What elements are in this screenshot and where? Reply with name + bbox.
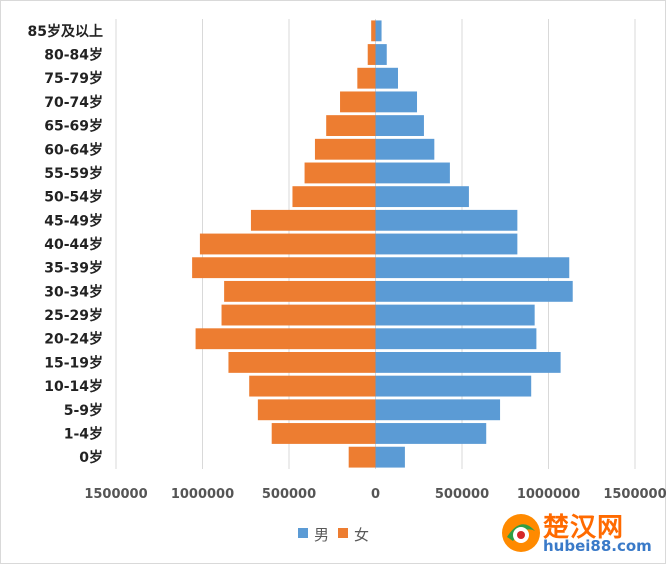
category-label: 0岁 (79, 449, 103, 466)
bar-female (371, 20, 376, 42)
legend-label-female: 女 (354, 526, 369, 544)
bar-female (348, 446, 376, 468)
bar-female (195, 328, 376, 350)
bar-male (375, 162, 450, 184)
bar-female (228, 352, 376, 373)
category-label: 15-19岁 (44, 354, 103, 371)
bar-female (326, 115, 376, 136)
x-tick-label: 0 (371, 487, 380, 502)
category-label: 5-9岁 (64, 402, 103, 419)
bar-female (249, 375, 376, 397)
bar-female (224, 280, 376, 302)
bar-male (375, 257, 570, 279)
logo-mark-icon (502, 514, 540, 552)
bar-male (375, 20, 382, 42)
x-tick-label: 1500000 (84, 487, 147, 502)
category-label: 55-59岁 (44, 165, 103, 182)
bar-female (357, 67, 376, 89)
bar-female (250, 209, 376, 231)
watermark-url: hubei88.com (543, 537, 652, 555)
bar-female (340, 91, 376, 113)
bar-female (271, 423, 376, 444)
bar-female (367, 44, 376, 65)
watermark-logo: 楚汉网 hubei88.com (499, 509, 659, 557)
bar-female (292, 186, 376, 208)
bar-male (375, 446, 405, 468)
bar-male (375, 352, 561, 373)
category-label: 85岁及以上 (28, 23, 103, 40)
category-label: 75-79岁 (44, 70, 103, 87)
category-labels: 0岁 1-4岁 5-9岁 10-14岁 15-19岁 20-24岁 25-29岁 30-34岁… (28, 23, 103, 466)
category-label: 20-24岁 (44, 331, 103, 348)
category-label: 40-44岁 (44, 236, 103, 253)
bar-male (375, 44, 387, 65)
bar-male (375, 115, 424, 136)
legend-swatch-female (338, 528, 348, 538)
bar-male (375, 280, 573, 302)
x-tick-label: 500000 (435, 487, 489, 502)
x-tick-label: 500000 (262, 487, 316, 502)
category-label: 25-29岁 (44, 307, 103, 324)
category-label: 30-34岁 (44, 283, 103, 300)
legend-label-male: 男 (314, 526, 329, 544)
bar-male (375, 67, 398, 89)
bar-female (192, 257, 376, 279)
category-label: 60-64岁 (44, 141, 103, 158)
bar-male (375, 328, 537, 350)
bar-female (314, 138, 376, 160)
x-tick-label: 1000000 (171, 487, 234, 502)
bar-male (375, 91, 418, 113)
legend-swatch-male (298, 528, 308, 538)
bar-female (221, 304, 376, 326)
category-label: 65-69岁 (44, 118, 103, 135)
bar-male (375, 233, 518, 255)
category-label: 50-54岁 (44, 189, 103, 206)
bar-female (199, 233, 376, 255)
bar-male (375, 375, 532, 397)
bar-male (375, 399, 501, 421)
category-label: 45-49岁 (44, 212, 103, 229)
category-label: 80-84岁 (44, 47, 103, 64)
bar-male (375, 423, 487, 444)
bars (192, 20, 573, 468)
category-label: 70-74岁 (44, 94, 103, 111)
bar-male (375, 209, 518, 231)
category-label: 1-4岁 (64, 425, 103, 442)
bar-female (304, 162, 376, 184)
watermark-name: 楚汉网 (543, 513, 625, 543)
bar-male (375, 186, 469, 208)
x-tick-labels: 1500000 1000000 500000 0 500000 1000000 150000… (84, 487, 666, 502)
bar-male (375, 304, 535, 326)
x-tick-label: 1500000 (603, 487, 666, 502)
bar-female (257, 399, 376, 421)
bar-male (375, 138, 435, 160)
category-label: 35-39岁 (44, 260, 103, 277)
x-tick-label: 1000000 (517, 487, 580, 502)
category-label: 10-14岁 (44, 378, 103, 395)
legend: 男 女 (298, 526, 369, 544)
